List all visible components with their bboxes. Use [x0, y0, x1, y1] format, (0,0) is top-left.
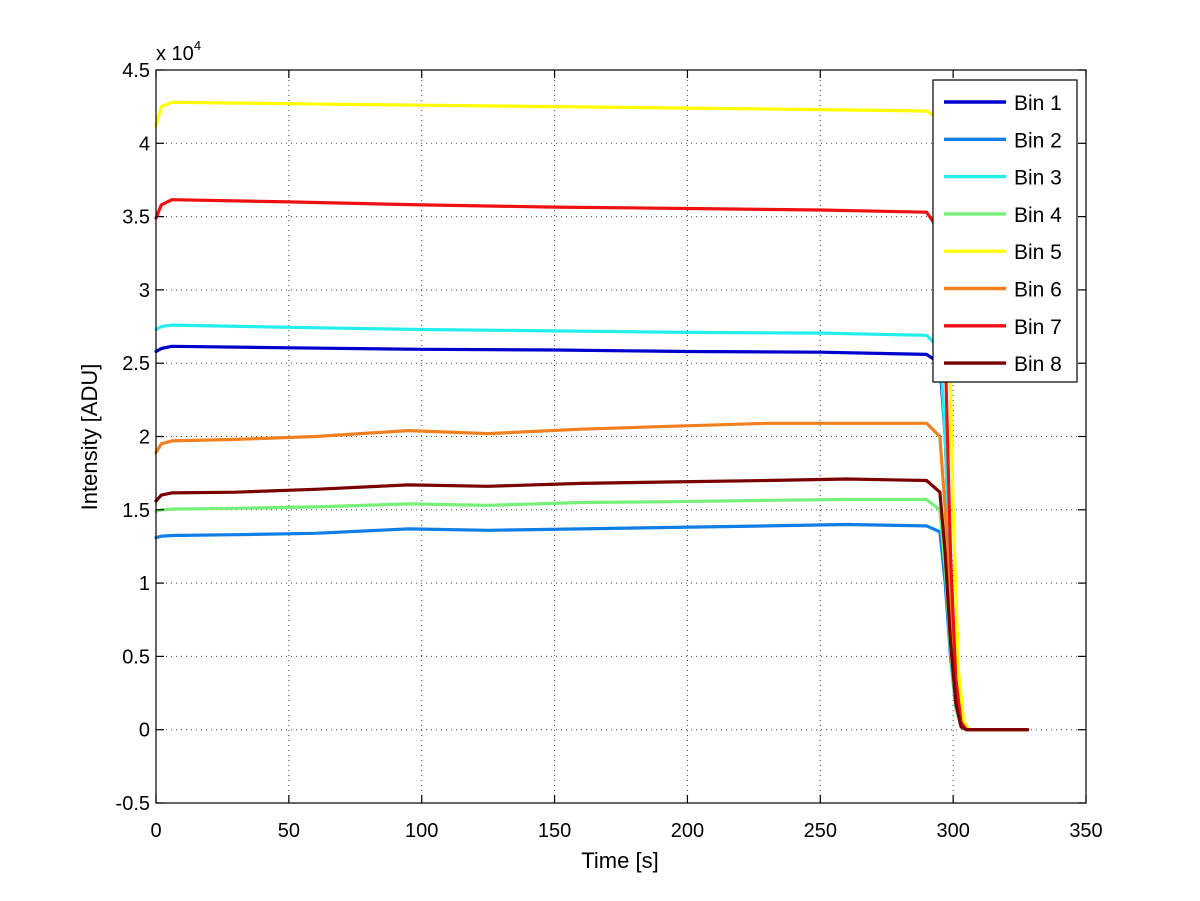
- y-tick-label: 4.5: [122, 60, 150, 82]
- y-scale-factor: x 104: [156, 38, 201, 65]
- y-axis-label: Intensity [ADU]: [77, 364, 102, 511]
- legend-label-bin-3: Bin 3: [1014, 167, 1062, 190]
- x-tick-label: 200: [671, 820, 704, 842]
- x-tick-label: 0: [150, 820, 161, 842]
- y-tick-label: 4: [139, 133, 150, 155]
- x-tick-label: 100: [405, 820, 438, 842]
- x-tick-label: 150: [538, 820, 571, 842]
- legend-box: [932, 79, 1078, 383]
- legend-label-bin-4: Bin 4: [1014, 204, 1062, 227]
- legend-label-bin-6: Bin 6: [1014, 279, 1062, 302]
- legend-label-bin-8: Bin 8: [1014, 353, 1062, 376]
- x-tick-label: 350: [1069, 820, 1102, 842]
- x-tick-label: 250: [804, 820, 837, 842]
- legend-label-bin-7: Bin 7: [1014, 316, 1062, 339]
- y-tick-label: 0.5: [122, 646, 150, 668]
- tick-layer: 0 50 100 150 200 250 300 350-0.500.511.522.533.…: [116, 60, 1103, 842]
- legend-label-bin-5: Bin 5: [1014, 241, 1062, 264]
- legend-label-bin-1: Bin 1: [1014, 92, 1062, 115]
- y-tick-label: 2.5: [122, 353, 150, 375]
- y-tick-label: 3.5: [122, 207, 150, 229]
- series-line-bin-1: [154, 344, 1030, 732]
- y-tick-label: 1: [139, 573, 150, 595]
- legend-label-bin-2: Bin 2: [1014, 129, 1062, 152]
- y-tick-label: 1.5: [122, 500, 150, 522]
- series-line-bin-7: [154, 198, 1030, 732]
- series-line-bin-2: [154, 522, 1030, 732]
- y-tick-label: 0: [139, 720, 150, 742]
- x-axis-label: Time [s]: [581, 848, 658, 873]
- series-line-bin-6: [154, 421, 1030, 732]
- y-tick-label: 2: [139, 427, 150, 449]
- legend: Bin 1 Bin 2 Bin 3 Bin 4 Bin 5 Bin 6 Bin 7 Bin 8: [932, 79, 1078, 383]
- y-tick-label: -0.5: [116, 793, 150, 815]
- y-tick-label: 3: [139, 280, 150, 302]
- series-line-bin-8: [154, 477, 1030, 732]
- series-layer: [154, 100, 1030, 732]
- y-scale-exponent: 4: [194, 38, 201, 53]
- x-tick-label: 50: [278, 820, 300, 842]
- series-line-bin-5: [154, 100, 1030, 732]
- x-tick-label: 300: [936, 820, 969, 842]
